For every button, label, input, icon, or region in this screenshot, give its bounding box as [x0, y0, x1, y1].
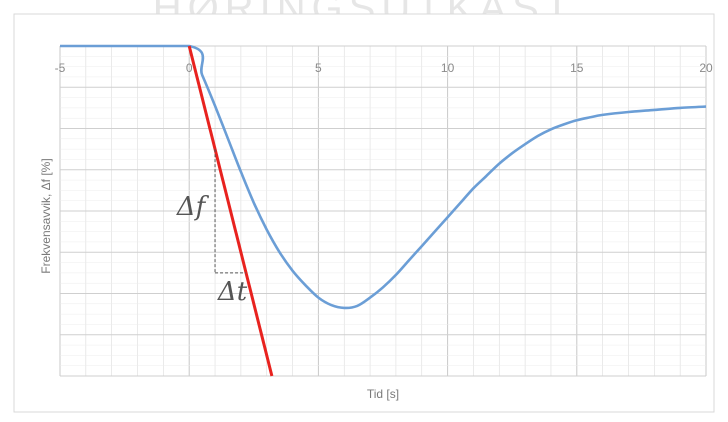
x-axis-ticks: -5 0 5 10 15 20: [55, 61, 713, 75]
grid: [59, 45, 707, 377]
x-tick-label: 20: [699, 61, 713, 75]
delta-t-annotation: Δt: [217, 277, 248, 307]
delta-helper-lines: [214, 149, 247, 274]
chart-frame: [13, 13, 715, 413]
y-axis-label: Frekvensavvik, Δf [%]: [39, 158, 53, 273]
x-tick-label: 0: [186, 61, 193, 75]
x-tick-label: 10: [441, 61, 455, 75]
x-tick-label: -5: [55, 61, 66, 75]
x-tick-label: 5: [315, 61, 322, 75]
x-tick-label: 15: [570, 61, 584, 75]
delta-f-annotation: Δf: [176, 192, 210, 222]
x-axis-label: Tid [s]: [367, 387, 399, 401]
tangent-line: [187, 45, 274, 377]
frequency-curve: [60, 44, 707, 310]
series-group: [60, 44, 707, 377]
